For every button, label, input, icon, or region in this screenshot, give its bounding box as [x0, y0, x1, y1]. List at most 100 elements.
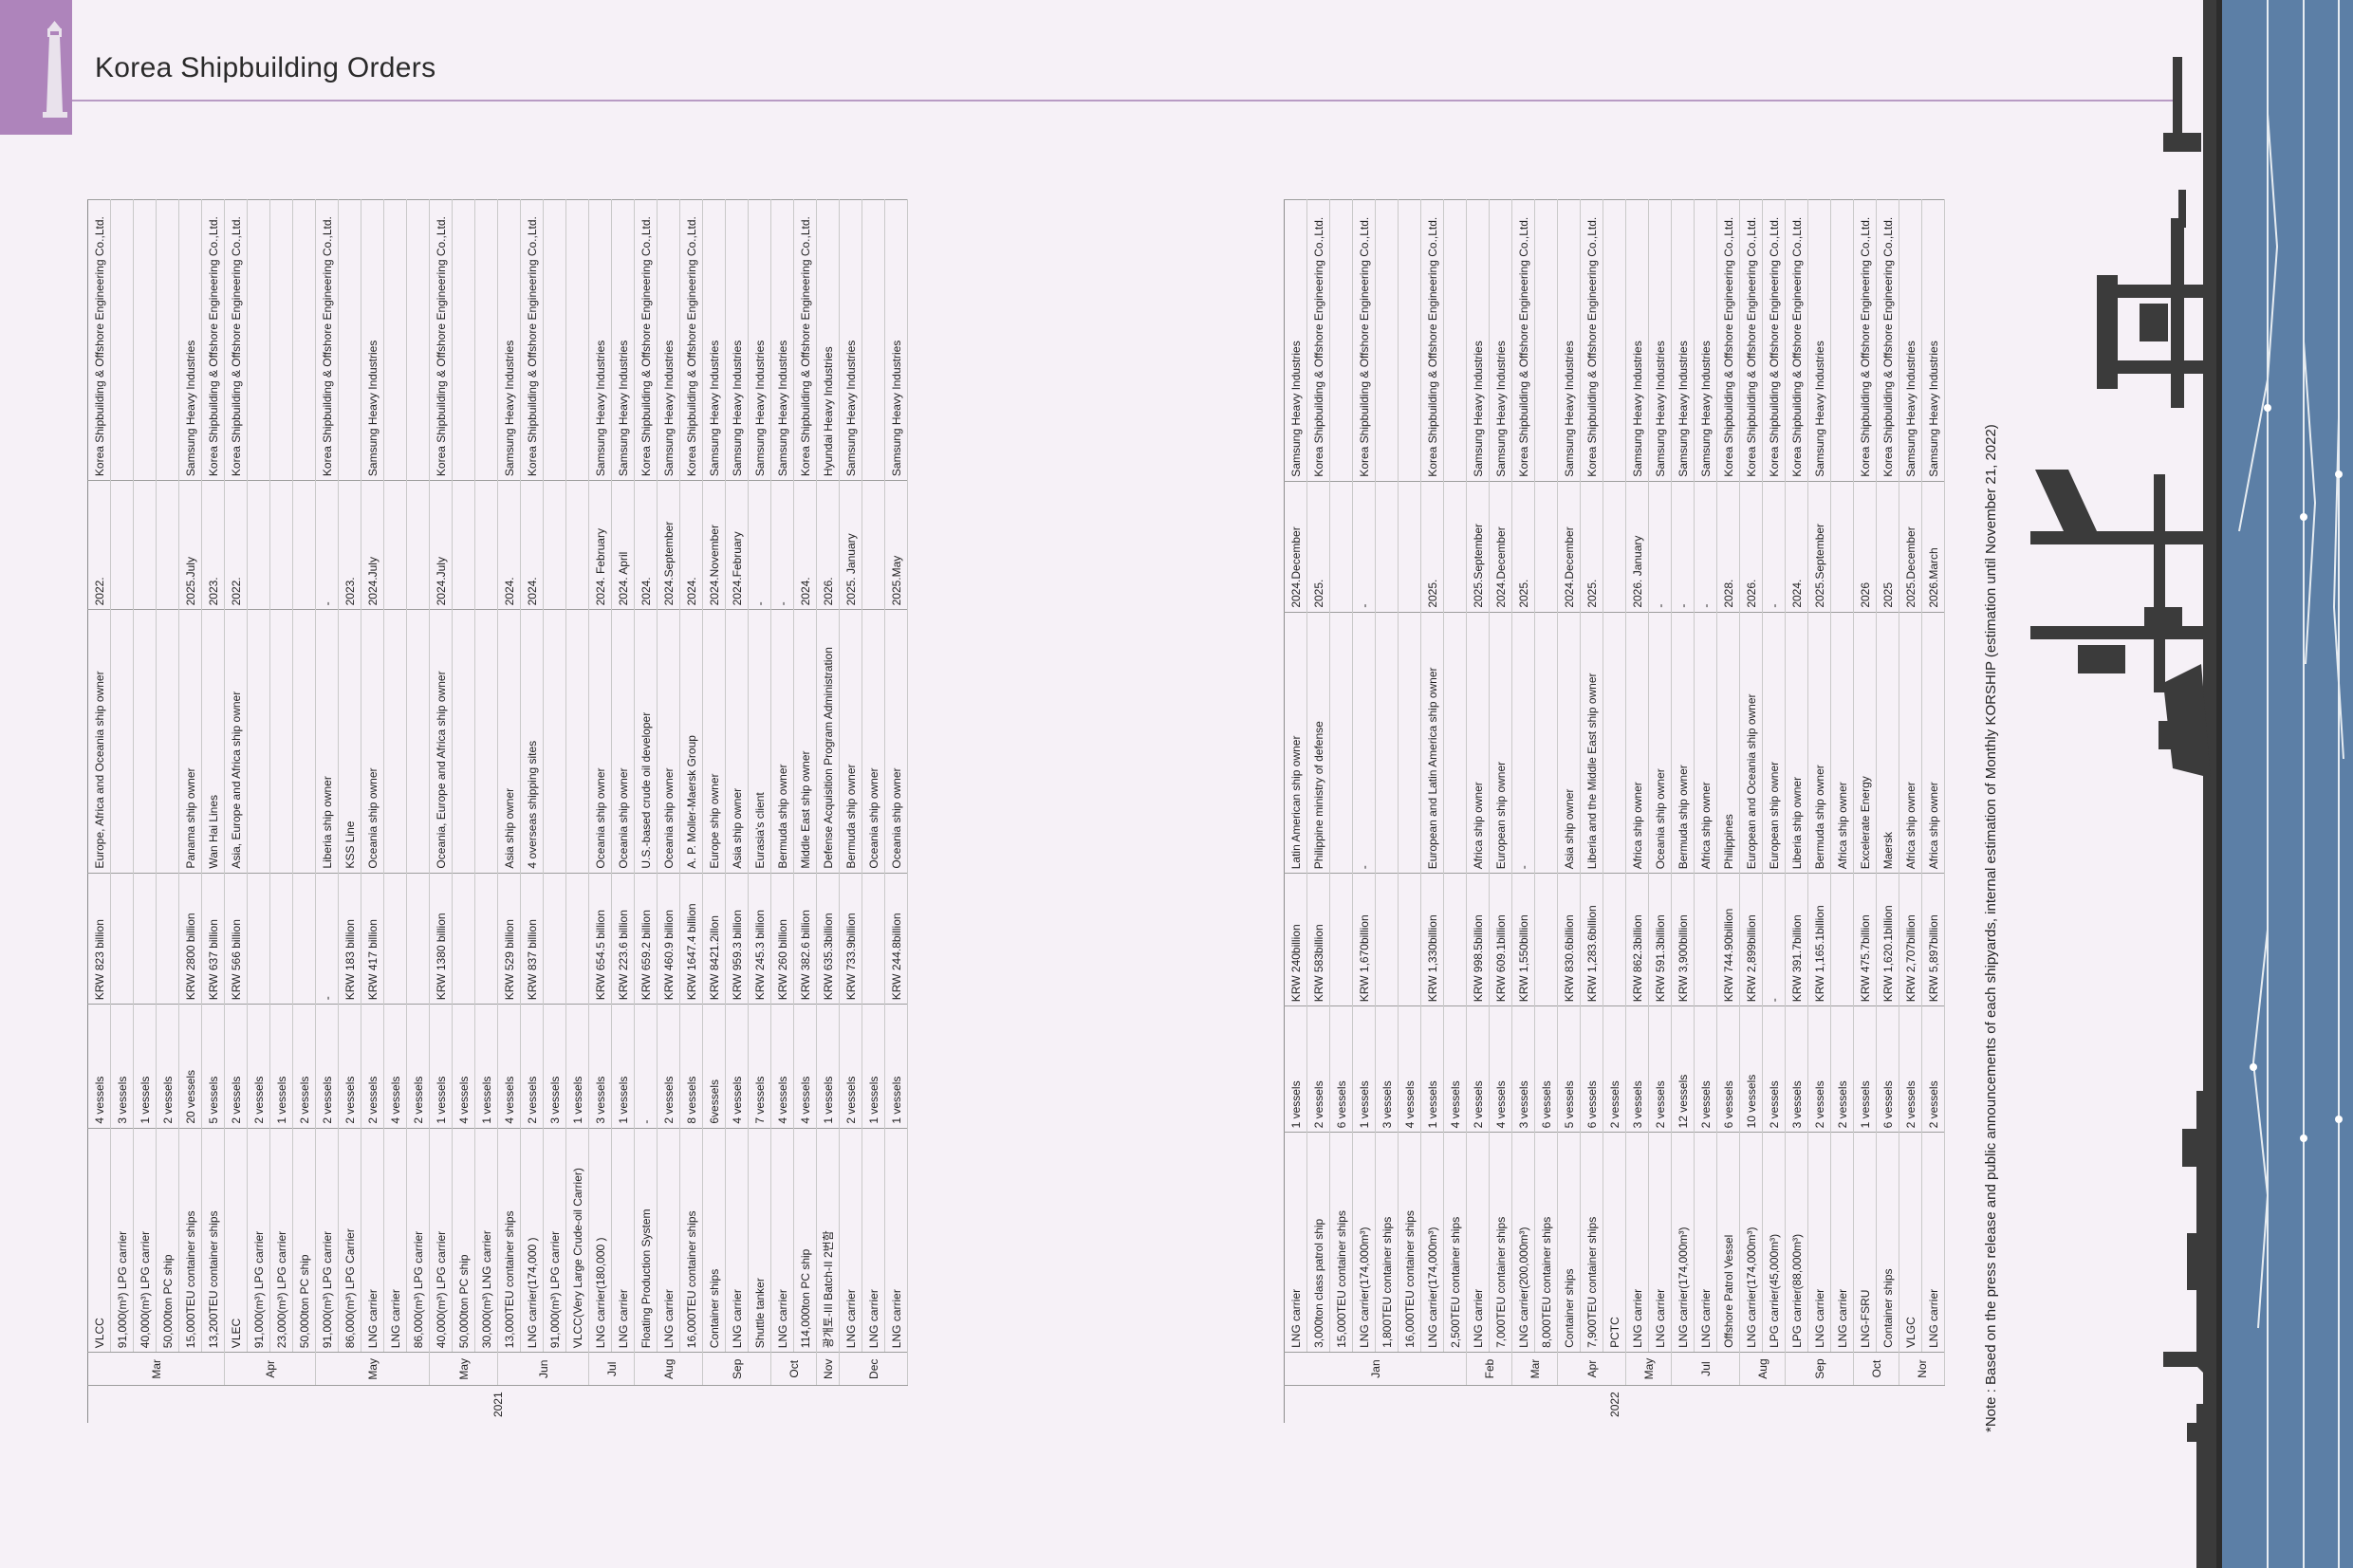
- amount-cell: KRW 1,670billion: [1352, 873, 1376, 1006]
- table-row: 13,200TEU container ships 5 vessels KRW 63…: [201, 199, 225, 1424]
- amount-cell: KRW 862.3billion: [1625, 873, 1649, 1006]
- type-cell: LNG carrier: [1466, 1132, 1490, 1353]
- type-cell: 13,000TEU container ships: [497, 1128, 521, 1353]
- amount-cell: KRW 417 billion: [361, 873, 384, 1005]
- delivery-cell: [1603, 481, 1626, 613]
- delivery-cell: 2025.May: [884, 480, 908, 610]
- month-cell: Nov: [816, 1352, 840, 1386]
- owner-cell: [1398, 612, 1421, 874]
- table-row: 50,000ton PC ship 2 vessels: [292, 199, 316, 1424]
- month-cell: Apr: [1557, 1352, 1626, 1386]
- amount-cell: KRW 5,897billion: [1921, 873, 1945, 1006]
- builder-cell: Korea Shipbuilding & Offshore Engineerin…: [1853, 199, 1877, 482]
- table-row: LNG carrier(174,000 ) 2 vessels KRW 837 bi…: [520, 199, 544, 1424]
- type-cell: 30,000(m³) LNG carrier: [474, 1128, 498, 1353]
- type-cell: 40,000(m³) LPG carrier: [133, 1128, 157, 1353]
- header-divider: [72, 100, 2174, 101]
- table-row: 86,000(m³) LPG Carrier 2 vessels KRW 183 b…: [338, 199, 361, 1424]
- builder-cell: Korea Shipbuilding & Offshore Engineerin…: [1762, 199, 1786, 482]
- count-cell: 2 vessels: [247, 1004, 270, 1129]
- page-title: Korea Shipbuilding Orders: [95, 52, 436, 83]
- count-cell: 2 vessels: [338, 1004, 361, 1129]
- builder-cell: [156, 199, 179, 481]
- table-row: 8,000TEU container ships 6 vessels: [1534, 199, 1558, 1424]
- owner-cell: [269, 609, 293, 874]
- table-row: LNG carrier 1 vessels KRW 244.8billion Ocea…: [884, 199, 908, 1424]
- amount-cell: KRW 637 billion: [201, 873, 225, 1005]
- count-cell: 2 vessels: [1807, 1005, 1831, 1133]
- builder-cell: Korea Shipbuilding & Offshore Engineerin…: [1876, 199, 1899, 482]
- owner-cell: A. P. Moller-Maersk Group: [679, 609, 703, 874]
- delivery-cell: -: [1352, 481, 1376, 613]
- count-cell: 2 vessels: [657, 1004, 680, 1129]
- amount-cell: KRW 566 billion: [224, 873, 248, 1005]
- builder-cell: Korea Shipbuilding & Offshore Engineerin…: [793, 199, 817, 481]
- delivery-cell: 2024.July: [361, 480, 384, 610]
- orders-table-2021-body: 2021 Mar VLCC 4 vessels KRW 823 billion Europ…: [87, 199, 908, 1424]
- count-cell: 2 vessels: [315, 1004, 339, 1129]
- table-row: LNG carrier 4 vessels KRW 959.3 billion Asi…: [725, 199, 749, 1424]
- type-cell: LNG carrier(174,000m³): [1739, 1132, 1763, 1353]
- count-cell: 2 vessels: [839, 1004, 862, 1129]
- count-cell: 3 vessels: [1625, 1005, 1649, 1133]
- month-cell: Jun: [497, 1352, 589, 1386]
- builder-cell: Samsung Heavy Industries: [497, 199, 521, 481]
- month-cell: May: [429, 1352, 498, 1386]
- delivery-cell: [452, 480, 475, 610]
- owner-cell: [292, 609, 316, 874]
- owner-cell: Asia, Europe and Africa ship owner: [224, 609, 248, 874]
- delivery-cell: 2024.: [634, 480, 658, 610]
- owner-cell: Oceania ship owner: [884, 609, 908, 874]
- delivery-cell: [292, 480, 316, 610]
- count-cell: 4 vessels: [770, 1004, 794, 1129]
- delivery-cell: 2025. January: [839, 480, 862, 610]
- table-row: Container ships 6 vessels KRW 1,620.1billi…: [1876, 199, 1899, 1424]
- builder-cell: Samsung Heavy Industries: [1694, 199, 1717, 482]
- delivery-cell: 2026.March: [1921, 481, 1945, 613]
- type-cell: LNG carrier(180,000 ): [588, 1128, 612, 1353]
- orders-table-2021-wrapper: 2021 Mar VLCC 4 vessels KRW 823 billion Europ…: [87, 199, 953, 1423]
- amount-cell: [269, 873, 293, 1005]
- table-row: 40,000(m³) LPG carrier 1 vessels: [133, 199, 157, 1424]
- type-cell: LNG carrier: [1694, 1132, 1717, 1353]
- count-cell: 1 vessels: [1352, 1005, 1376, 1133]
- amount-cell: KRW 2,707billion: [1899, 873, 1922, 1006]
- amount-cell: KRW 823 billion: [87, 873, 111, 1005]
- amount-cell: KRW 1,283.6billion: [1580, 873, 1603, 1006]
- sea-lines: [2238, 0, 2344, 1568]
- count-cell: 2 vessels: [406, 1004, 430, 1129]
- type-cell: LNG carrier: [1625, 1132, 1649, 1353]
- builder-cell: [406, 199, 430, 481]
- amount-cell: KRW 2,899billion: [1739, 873, 1763, 1006]
- amount-cell: [406, 873, 430, 1005]
- delivery-cell: [1830, 481, 1854, 613]
- month-cell: Mar: [1511, 1352, 1558, 1386]
- count-cell: 4 vessels: [383, 1004, 407, 1129]
- delivery-cell: [543, 480, 566, 610]
- owner-cell: Philippines: [1716, 612, 1740, 874]
- table-row: Aug Floating Production System - KRW 659.2 …: [634, 199, 703, 1424]
- builder-cell: [862, 199, 885, 481]
- table-row: Dec LNG carrier 2 vessels KRW 733.9billion B…: [839, 199, 908, 1424]
- owner-cell: European and Latin America ship owner: [1420, 612, 1444, 874]
- month-cell: Oct: [1853, 1352, 1899, 1386]
- builder-cell: Korea Shipbuilding & Offshore Engineerin…: [1420, 199, 1444, 482]
- builder-cell: Korea Shipbuilding & Offshore Engineerin…: [1716, 199, 1740, 482]
- builder-cell: Korea Shipbuilding & Offshore Engineerin…: [315, 199, 339, 481]
- type-cell: 86,000(m³) LPG carrier: [406, 1128, 430, 1353]
- builder-cell: Korea Shipbuilding & Offshore Engineerin…: [1352, 199, 1376, 482]
- builder-cell: [338, 199, 361, 481]
- builder-cell: [1534, 199, 1558, 482]
- delivery-cell: [156, 480, 179, 610]
- type-cell: 광개토-III Batch-II 2번함: [816, 1128, 840, 1353]
- count-cell: 6 vessels: [1716, 1005, 1740, 1133]
- builder-cell: Samsung Heavy Industries: [1648, 199, 1672, 482]
- owner-cell: [452, 609, 475, 874]
- table-row: LNG carrier 2 vessels KRW 1,165.1billion Be…: [1807, 199, 1831, 1424]
- delivery-cell: 2025.December: [1899, 481, 1922, 613]
- count-cell: 1 vessels: [1853, 1005, 1877, 1133]
- table-row: 16,000TEU container ships 8 vessels KRW 16…: [679, 199, 703, 1424]
- delivery-cell: 2024.July: [429, 480, 453, 610]
- owner-cell: Africa ship owner: [1830, 612, 1854, 874]
- count-cell: 1 vessels: [565, 1004, 589, 1129]
